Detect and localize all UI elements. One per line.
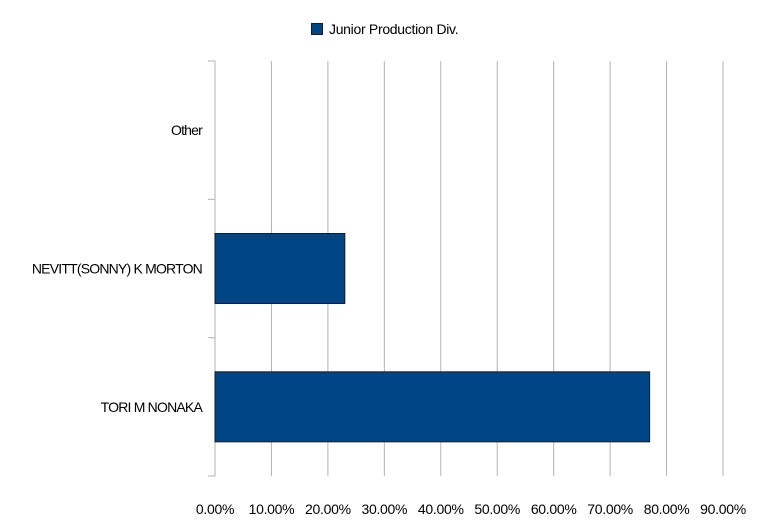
bar (214, 371, 651, 443)
x-tick-label: 10.00% (249, 501, 295, 517)
x-tick-label: 80.00% (644, 501, 690, 517)
category-label: NEVITT(SONNY) K MORTON (32, 261, 202, 277)
x-tick-label: 90.00% (700, 501, 746, 517)
x-tick-label: 30.00% (361, 501, 407, 517)
category-label: Other (171, 122, 203, 138)
category-label: TORI M NONAKA (101, 399, 204, 415)
x-tick-label: 20.00% (305, 501, 351, 517)
legend-label: Junior Production Div. (329, 21, 459, 37)
bar (214, 233, 346, 304)
x-tick-label: 50.00% (474, 501, 520, 517)
legend: Junior Production Div. (311, 19, 459, 39)
x-tick-label: 60.00% (531, 501, 577, 517)
x-tick-label: 70.00% (587, 501, 633, 517)
x-tick-label: 0.00% (196, 501, 234, 517)
x-tick-label: 40.00% (418, 501, 464, 517)
legend-swatch (311, 23, 323, 35)
